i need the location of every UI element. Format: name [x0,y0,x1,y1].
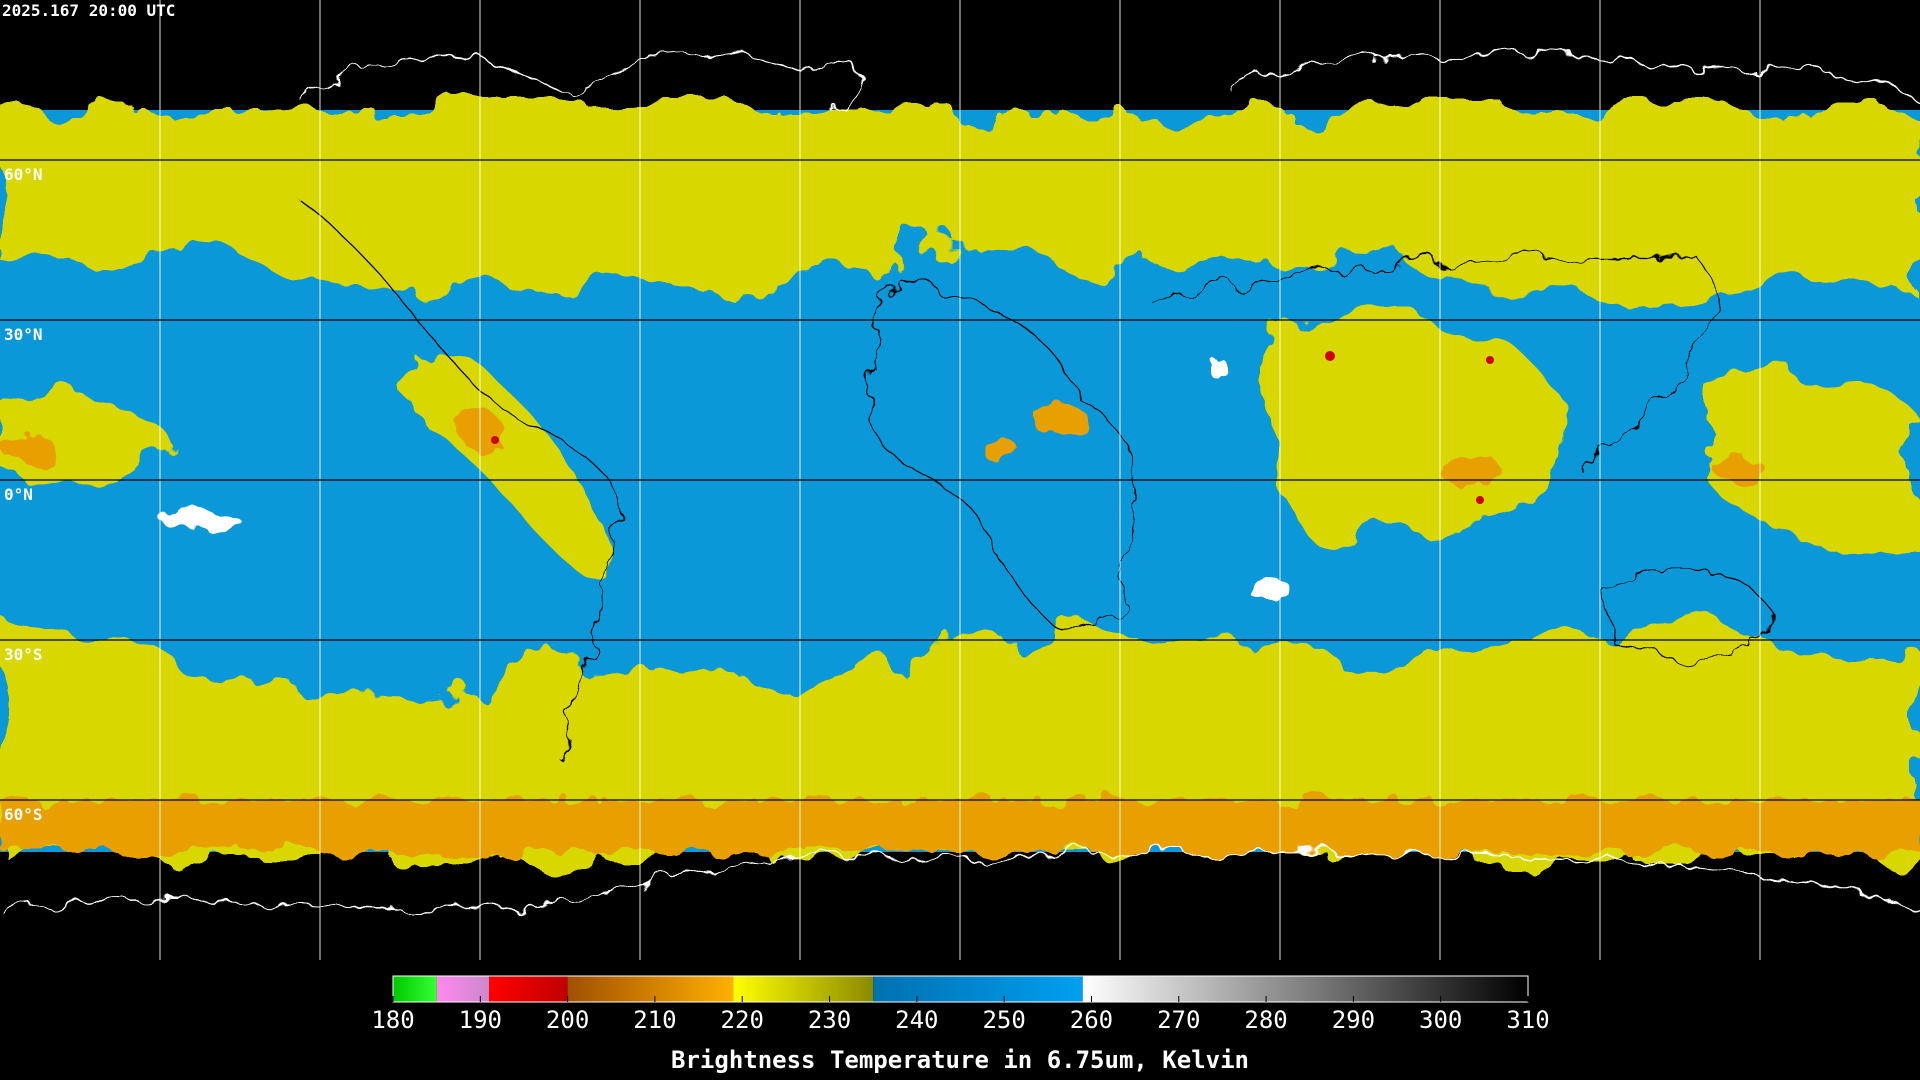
colorbar-tick-label: 210 [633,1006,676,1034]
colorbar-title: Brightness Temperature in 6.75um, Kelvin [671,1046,1249,1074]
colorbar-segment [873,976,1083,1002]
latitude-label: 30°N [4,325,43,344]
colorbar-tick-label: 200 [546,1006,589,1034]
colorbar-segment [567,976,734,1002]
colorbar-tick-label: 240 [895,1006,938,1034]
colorbar-tick-label: 280 [1244,1006,1287,1034]
colorbar-tick-label: 260 [1070,1006,1113,1034]
colorbar-segment [733,976,874,1002]
colorbar-tick-label: 300 [1419,1006,1462,1034]
colorbar-segment [436,976,490,1002]
colorbar-segment [393,976,437,1002]
graticule: 60°N 30°N 0°N 30°S 60°S [0,0,1920,960]
latitude-label: 0°N [4,485,33,504]
colorbar-frame [392,975,1529,1003]
timestamp: 2025.167 20:00 UTC [2,1,175,20]
colorbar-tick-label: 310 [1506,1006,1549,1034]
latitude-label: 30°S [4,645,43,664]
colorbar-tick-label: 190 [459,1006,502,1034]
colorbar-tick-label: 290 [1332,1006,1375,1034]
colorbar-tick-label: 230 [808,1006,851,1034]
colorbar-tick-label: 220 [721,1006,764,1034]
colorbar-segment [489,976,568,1002]
colorbar-tick-label: 180 [371,1006,414,1034]
colorbar-segment [1082,976,1528,1002]
colorbar: 180 190 200 210 220 230 240 250 260 270 280 290 300 3… [371,975,1550,1034]
colorbar-tick-label: 250 [982,1006,1025,1034]
latitude-label: 60°S [4,805,43,824]
latitude-label: 60°N [4,165,43,184]
colorbar-tick-label: 270 [1157,1006,1200,1034]
